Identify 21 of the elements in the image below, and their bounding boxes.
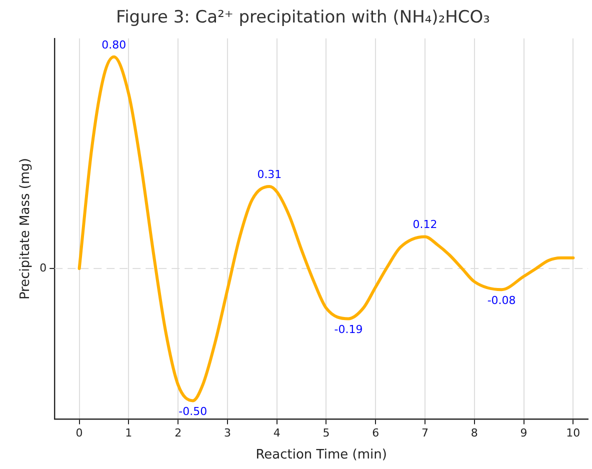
data-label: 0.31 <box>257 168 282 181</box>
text: 0 <box>40 261 47 274</box>
x-tick-label: 7 <box>422 426 429 440</box>
x-tick-label: 4 <box>273 426 280 440</box>
x-tick-label: 0 <box>76 426 83 440</box>
data-label: -0.08 <box>487 294 516 307</box>
x-tick-label: 6 <box>372 426 380 440</box>
x-tick-label: 3 <box>224 426 231 440</box>
y-axis-title: Precipitate Mass (mg) <box>18 158 34 300</box>
x-axis-title: Reaction Time (min) <box>256 448 387 463</box>
x-tick-label: 10 <box>566 426 580 440</box>
x-tick-label: 8 <box>470 426 478 440</box>
x-tick-label: 2 <box>174 426 182 440</box>
data-label: 0.80 <box>102 38 126 52</box>
x-tick-label: 9 <box>520 426 528 440</box>
chart-title: Figure 3: Ca²⁺ precipitation with (NH₄)₂HCO₃ <box>116 8 490 28</box>
x-tick-label: 5 <box>322 426 330 440</box>
data-label: -0.50 <box>178 405 208 418</box>
data-label: -0.19 <box>334 323 363 336</box>
x-tick-label: 1 <box>125 426 132 440</box>
data-label: 0.12 <box>412 218 438 232</box>
